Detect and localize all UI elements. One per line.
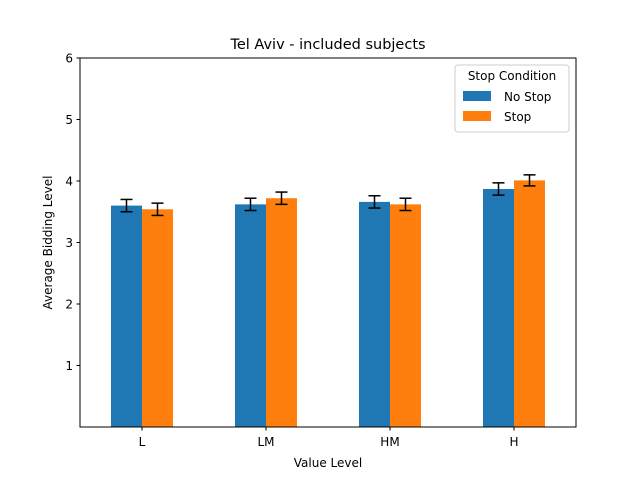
legend: Stop Condition No Stop Stop	[454, 64, 570, 133]
bars-layer	[111, 180, 545, 427]
y-axis-label: Average Bidding Level	[41, 176, 55, 310]
bar-stop-lm	[266, 198, 297, 427]
legend-swatch-no-stop	[463, 91, 491, 101]
y-axis: 1 2 3 4 5 6	[65, 52, 80, 373]
bar-stop-h	[514, 180, 545, 427]
legend-title: Stop Condition	[468, 69, 556, 83]
x-axis: L LM HM H	[139, 427, 519, 449]
y-tick-label: 2	[65, 298, 73, 312]
bar-stop-l	[142, 209, 173, 427]
y-tick-label: 6	[65, 52, 73, 66]
bar-no-stop-lm	[235, 204, 266, 427]
error-bars-layer	[120, 174, 536, 217]
bar-no-stop-l	[111, 205, 142, 427]
bar-no-stop-hm	[359, 201, 390, 427]
x-axis-label: Value Level	[294, 456, 362, 470]
x-tick-label-hm: HM	[380, 435, 399, 449]
y-tick-label: 4	[65, 175, 73, 189]
y-tick-label: 5	[65, 113, 73, 127]
x-tick-label-lm: LM	[257, 435, 274, 449]
error-bar-stop-h	[523, 174, 536, 187]
bar-stop-hm	[390, 204, 421, 427]
y-tick-label: 1	[65, 359, 73, 373]
x-tick-label-l: L	[139, 435, 146, 449]
x-tick-label-h: H	[509, 435, 518, 449]
error-bar-no-stop-l	[120, 198, 133, 213]
chart-title: Tel Aviv - included subjects	[229, 37, 425, 53]
error-bar-stop-lm	[275, 191, 288, 206]
legend-swatch-stop	[463, 111, 491, 121]
error-bar-no-stop-lm	[244, 197, 257, 212]
error-bar-no-stop-hm	[368, 195, 381, 209]
bar-no-stop-h	[483, 188, 514, 427]
error-bar-no-stop-h	[492, 182, 505, 196]
legend-items: No Stop Stop	[463, 90, 551, 124]
y-tick-label: 3	[65, 236, 73, 250]
error-bar-stop-hm	[399, 197, 412, 212]
error-bar-stop-l	[151, 202, 164, 217]
legend-label-stop: Stop	[504, 110, 531, 124]
legend-label-no-stop: No Stop	[504, 90, 551, 104]
